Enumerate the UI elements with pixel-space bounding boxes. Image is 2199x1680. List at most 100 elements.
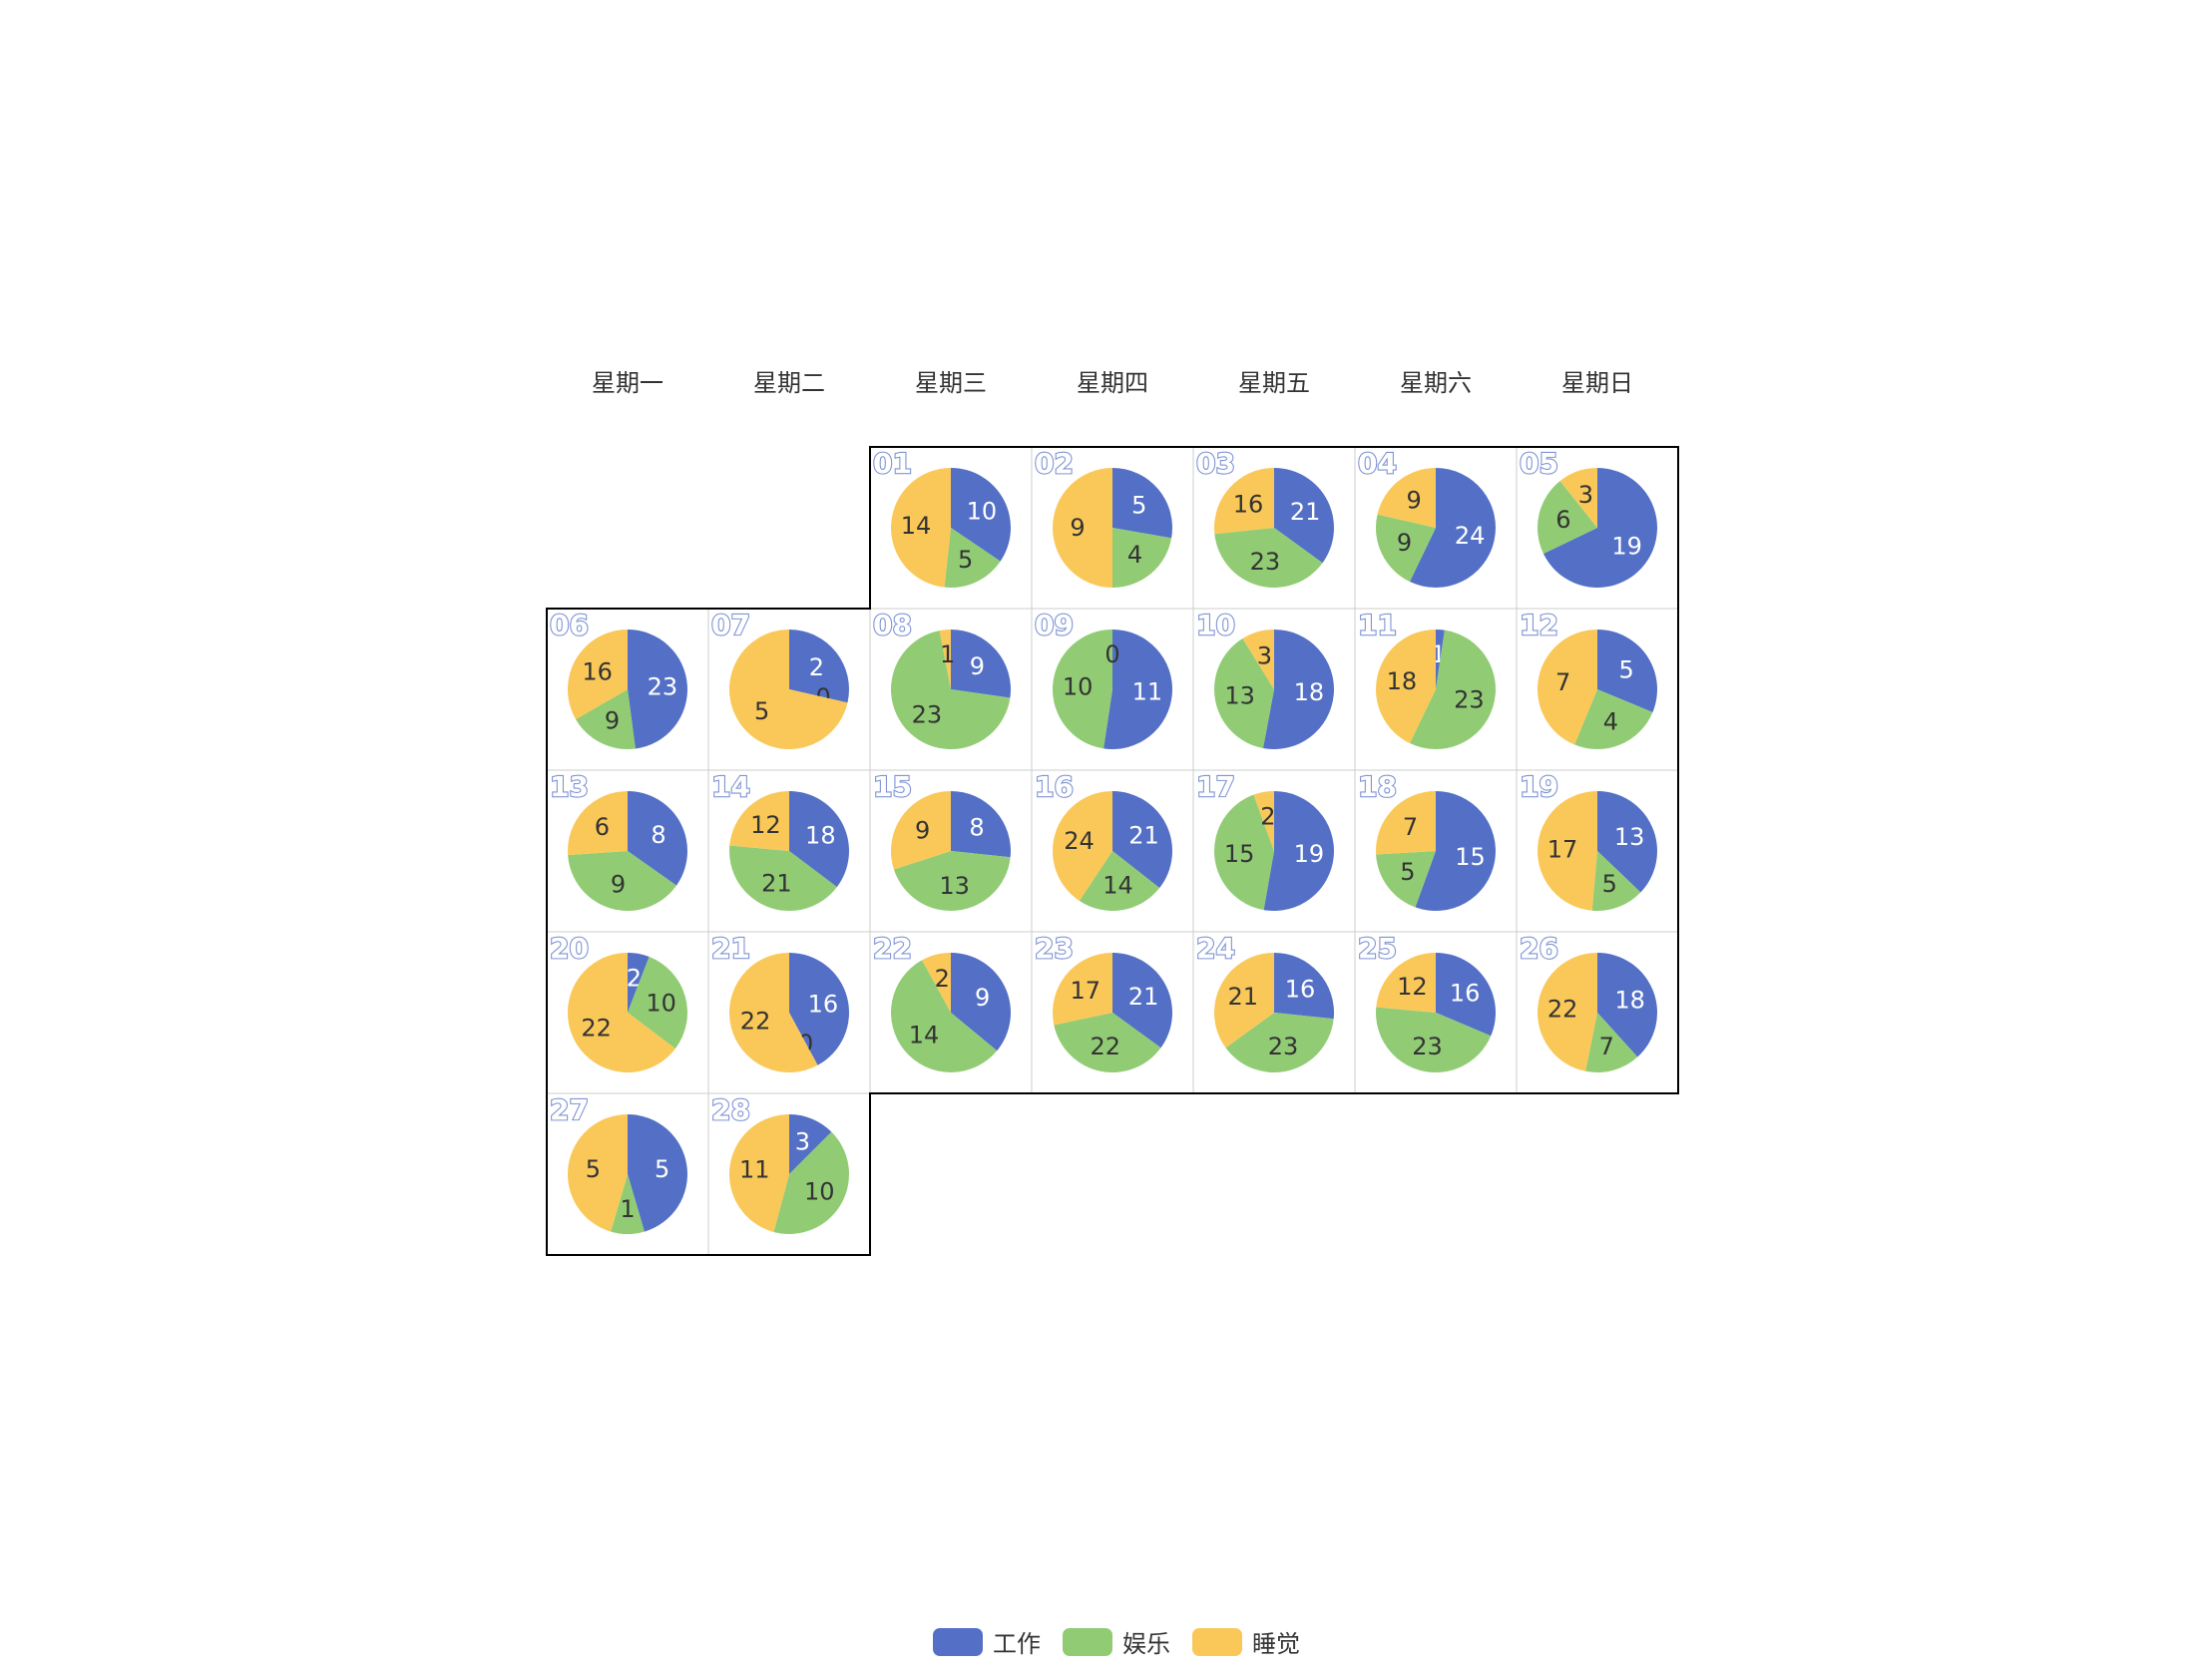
pie-slice-睡觉[interactable] [1377,468,1436,528]
day-pie[interactable]: 9 23 1 08 [872,608,1011,749]
day-pie[interactable]: 89 613 [549,769,688,912]
day-pie[interactable]: 54 7 12 [1519,608,1657,750]
pie-slice-工作[interactable] [1103,630,1173,749]
pie-slice-娱乐[interactable] [611,1174,645,1234]
pie-slice-睡觉[interactable] [1214,953,1274,1049]
pie-slice-工作[interactable] [1112,953,1172,1049]
day-pie[interactable]: 21 22 17 23 [1034,931,1172,1073]
pie-slice-工作[interactable] [1597,791,1657,893]
pie-slice-工作[interactable] [789,1114,832,1174]
pie-slice-工作[interactable] [789,953,849,1065]
day-pie[interactable]: 11 10 0 09 [1034,608,1173,749]
day-pie[interactable]: 13 5 17 19 [1519,769,1657,912]
pie-slice-娱乐[interactable] [576,689,636,749]
pie-slice-睡觉[interactable] [568,791,628,856]
day-pie[interactable]: 5 4 9 02 [1034,446,1172,588]
pie-slice-睡觉[interactable] [728,1114,789,1232]
pie-slice-娱乐[interactable] [1585,1013,1638,1072]
pie-slice-娱乐[interactable] [1574,689,1653,750]
day-pie[interactable]: 23 9 16 06 [549,608,687,749]
pie-slice-娱乐[interactable] [1053,630,1112,749]
day-pie[interactable]: 18 133 10 [1195,608,1335,749]
pie-slice-工作[interactable] [1597,630,1657,712]
pie-slice-娱乐[interactable] [1376,514,1436,583]
pie-slice-睡觉[interactable] [1253,791,1274,851]
pie-slice-睡觉[interactable] [1242,630,1274,689]
pie-slice-工作[interactable] [1436,630,1445,689]
pie-slice-工作[interactable] [1263,791,1334,911]
pie-slice-睡觉[interactable] [1053,791,1112,901]
pie-slice-睡觉[interactable] [1376,791,1436,855]
day-pie[interactable]: 21 23 16 03 [1195,446,1334,589]
pie-slice-睡觉[interactable] [1053,953,1112,1026]
pie-slice-睡觉[interactable] [1376,953,1436,1013]
pie-slice-娱乐[interactable] [773,1131,850,1234]
pie-slice-工作[interactable] [628,630,687,749]
pie-slice-工作[interactable] [951,791,1011,858]
pie-slice-工作[interactable] [951,630,1011,698]
pie-slice-娱乐[interactable] [944,528,1001,588]
pie-slice-工作[interactable] [628,791,688,886]
pie-slice-娱乐[interactable] [891,960,998,1072]
pie-slice-工作[interactable] [1112,468,1172,539]
pie-slice-娱乐[interactable] [568,851,677,912]
pie-slice-睡觉[interactable] [891,468,951,588]
pie-slice-睡觉[interactable] [1559,468,1597,528]
day-pie[interactable]: 515 27 [549,1092,688,1234]
pie-slice-睡觉[interactable] [568,953,675,1072]
pie-slice-娱乐[interactable] [1079,851,1160,911]
pie-slice-睡觉[interactable] [1214,468,1274,535]
pie-slice-睡觉[interactable] [891,791,951,870]
pie-slice-娱乐[interactable] [891,630,1011,749]
pie-slice-工作[interactable] [1409,468,1496,588]
day-pie[interactable]: 16 23 21 24 [1195,931,1334,1072]
pie-slice-工作[interactable] [951,953,1012,1051]
pie-slice-工作[interactable] [628,953,650,1013]
day-pie[interactable]: 1602221 [710,931,849,1072]
pie-slice-娱乐[interactable] [1054,1013,1161,1073]
pie-slice-工作[interactable] [789,791,850,888]
pie-slice-工作[interactable] [1112,791,1172,889]
day-pie[interactable]: 8 13 915 [872,769,1011,912]
pie-slice-工作[interactable] [1274,953,1334,1020]
day-pie[interactable]: 19 63 05 [1519,446,1657,589]
pie-slice-睡觉[interactable] [1538,791,1597,911]
pie-slice-娱乐[interactable] [1214,794,1274,911]
pie-slice-工作[interactable] [628,1114,688,1232]
pie-slice-睡觉[interactable] [1053,468,1112,588]
legend[interactable]: 工作 娱乐 睡觉 [933,1628,1300,1658]
pie-slice-娱乐[interactable] [1376,851,1436,908]
pie-slice-睡觉[interactable] [568,630,628,719]
pie-slice-娱乐[interactable] [1591,851,1641,912]
pie-slice-睡觉[interactable] [729,791,789,851]
day-pie[interactable]: 187 22 26 [1519,931,1657,1072]
pie-slice-娱乐[interactable] [1214,528,1323,589]
pie-slice-工作[interactable] [1274,468,1334,564]
pie-slice-工作[interactable] [1415,791,1497,911]
pie-slice-娱乐[interactable] [1225,1013,1334,1072]
pie-slice-工作[interactable] [789,630,849,703]
pie-slice-睡觉[interactable] [922,953,951,1013]
pie-slice-娱乐[interactable] [1538,481,1597,555]
pie-slice-工作[interactable] [951,468,1012,562]
pie-slice-娱乐[interactable] [729,845,837,912]
day-pie[interactable]: 15 5 718 [1357,769,1497,911]
day-pie[interactable]: 210 22 20 [549,931,688,1072]
pie-slice-睡觉[interactable] [1538,630,1597,745]
pie-slice-睡觉[interactable] [1538,953,1597,1071]
legend-item[interactable]: 娱乐 [1063,1628,1170,1658]
pie-slice-工作[interactable] [1436,953,1496,1037]
pie-slice-娱乐[interactable] [1376,1007,1492,1072]
pie-slice-睡觉[interactable] [567,1114,628,1232]
legend-item[interactable]: 工作 [933,1628,1041,1658]
day-pie[interactable]: 19 152 17 [1195,769,1334,911]
pie-slice-工作[interactable] [1542,468,1657,589]
legend-item[interactable]: 睡觉 [1192,1628,1300,1658]
pie-slice-工作[interactable] [1597,953,1657,1057]
